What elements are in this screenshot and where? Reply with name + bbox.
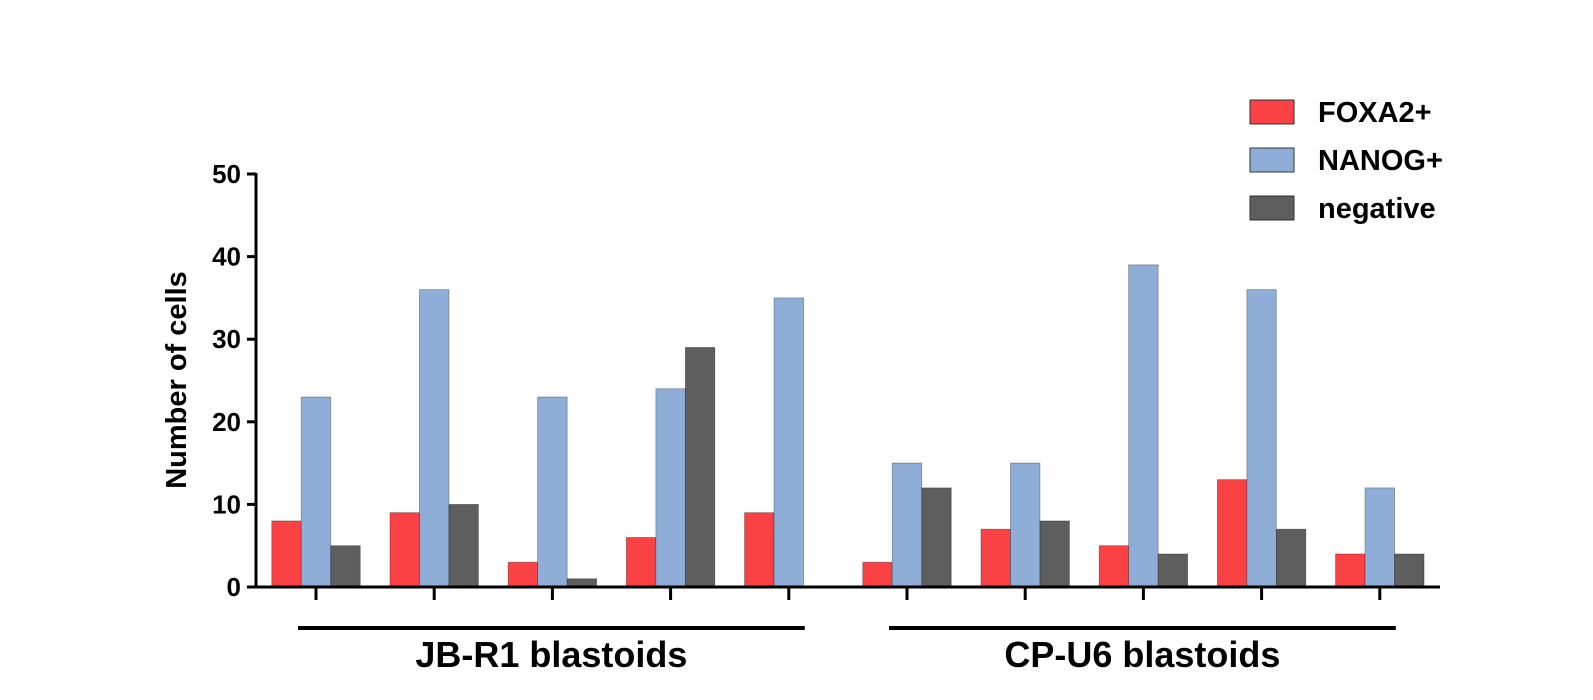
bar-foxa2-8 xyxy=(1098,545,1130,588)
bar-negative-8 xyxy=(1157,553,1189,588)
axes-layer xyxy=(254,173,1440,589)
y-axis-title: Number of cells xyxy=(161,271,193,489)
legend-swatch-nanog xyxy=(1249,147,1295,173)
bar-nanog-9 xyxy=(1246,289,1277,588)
bar-negative-6 xyxy=(921,487,952,588)
bar-nanog-10 xyxy=(1364,487,1395,588)
bar-negative-9 xyxy=(1275,528,1307,588)
bar-nanog-5 xyxy=(773,297,804,588)
group-label: CP-U6 blastoids xyxy=(1004,634,1280,675)
bar-foxa2-9 xyxy=(1216,479,1248,588)
legend-label: NANOG+ xyxy=(1318,145,1443,177)
legend-swatch-foxa2 xyxy=(1249,99,1295,125)
bar-nanog-3 xyxy=(537,396,568,588)
bar-foxa2-1 xyxy=(271,520,302,588)
bar-foxa2-3 xyxy=(507,561,539,588)
bar-foxa2-4 xyxy=(625,537,657,588)
y-tick-label: 20 xyxy=(212,407,241,437)
group-label: JB-R1 blastoids xyxy=(415,634,687,675)
bar-nanog-2 xyxy=(419,289,450,588)
bar-nanog-1 xyxy=(300,396,332,588)
bar-negative-10 xyxy=(1394,553,1425,588)
y-tick-label: 0 xyxy=(227,572,241,602)
bar-negative-1 xyxy=(330,545,361,588)
bar-foxa2-2 xyxy=(389,512,420,588)
bar-foxa2-7 xyxy=(980,528,1011,588)
group-labels: JB-R1 blastoids CP-U6 blastoids xyxy=(298,626,1396,675)
bar-foxa2-6 xyxy=(862,561,893,588)
y-tick-label: 10 xyxy=(212,489,241,519)
bar-negative-2 xyxy=(448,503,479,588)
legend: FOXA2+ NANOG+ negative xyxy=(1249,97,1443,225)
bar-foxa2-10 xyxy=(1335,553,1366,588)
legend-swatch-negative xyxy=(1249,195,1295,221)
bar-foxa2-5 xyxy=(744,512,775,588)
y-tick-label: 30 xyxy=(212,324,241,354)
bar-nanog-8 xyxy=(1128,264,1159,588)
bar-nanog-6 xyxy=(891,462,923,588)
y-ticks: 0 10 20 30 40 50 xyxy=(212,159,256,602)
y-tick-label: 50 xyxy=(212,159,241,189)
bar-negative-7 xyxy=(1039,520,1070,588)
bars-layer xyxy=(271,264,1425,588)
bar-nanog-4 xyxy=(655,388,686,588)
bar-nanog-7 xyxy=(1010,462,1041,588)
y-tick-label: 40 xyxy=(212,242,241,272)
bar-negative-4 xyxy=(684,347,716,588)
x-ticks xyxy=(314,587,1382,600)
legend-label: negative xyxy=(1318,193,1436,225)
legend-label: FOXA2+ xyxy=(1318,97,1432,129)
